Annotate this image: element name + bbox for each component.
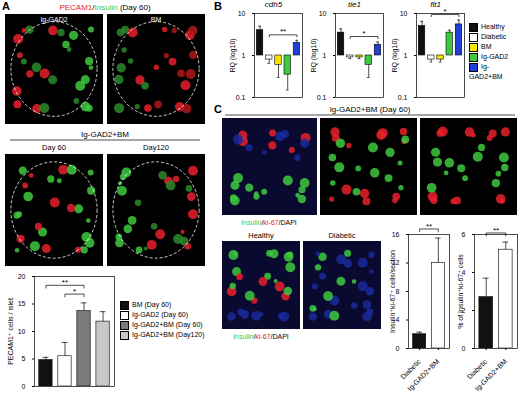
svg-text:C: C	[214, 103, 222, 115]
svg-text:10: 10	[319, 10, 327, 17]
svg-text:Ig-GAD2+BM: Ig-GAD2+BM	[81, 130, 129, 139]
html-text:BM: BM	[481, 43, 492, 50]
svg-text:**: **	[426, 222, 432, 231]
svg-text:*: *	[73, 287, 76, 296]
svg-text:10: 10	[18, 328, 26, 335]
html-text:Ig-GAD2 (Day 60): Ig-GAD2 (Day 60)	[132, 311, 188, 318]
svg-text:Diabetic: Diabetic	[399, 357, 422, 381]
svg-text:**: **	[493, 226, 499, 235]
svg-text:1: 1	[323, 52, 327, 59]
svg-text:6: 6	[462, 231, 466, 238]
html-text:Ig-GAD2: Ig-GAD2	[481, 53, 509, 60]
svg-text:Diabetic: Diabetic	[328, 231, 355, 240]
html-text:tie1: tie1	[348, 0, 361, 9]
svg-text:Ig-GAD2+BM: Ig-GAD2+BM	[406, 358, 441, 393]
svg-text:Healthy: Healthy	[248, 231, 274, 240]
svg-text:**: **	[62, 278, 68, 287]
svg-text:4: 4	[395, 316, 400, 324]
svg-text:BM: BM	[151, 16, 162, 23]
svg-text:*: *	[363, 29, 366, 38]
svg-text:Ig-GAD2+BM (Day 60): Ig-GAD2+BM (Day 60)	[330, 105, 411, 114]
svg-text:0: 0	[462, 345, 466, 352]
svg-text:Day120: Day120	[143, 143, 169, 152]
svg-text:PECAM1/Insulin (Day 60): PECAM1/Insulin (Day 60)	[59, 3, 151, 12]
svg-text:RQ (log10): RQ (log10)	[391, 38, 399, 72]
html-text:Ig-GAD2+BM: Ig-GAD2+BM	[469, 63, 503, 80]
svg-text:Ig-GAD2+BM: Ig-GAD2+BM	[474, 358, 509, 393]
svg-text:B: B	[214, 0, 222, 12]
html-text:BM (Day 60): BM (Day 60)	[132, 301, 172, 308]
svg-text:A: A	[2, 0, 10, 12]
svg-text:1: 1	[242, 52, 246, 59]
svg-text:Day 60: Day 60	[42, 143, 66, 152]
html-text:cdh5: cdh5	[264, 0, 283, 9]
svg-text:Insulin⁺ki-67⁺ cells/section: Insulin⁺ki-67⁺ cells/section	[389, 250, 396, 333]
svg-text:RQ (log10): RQ (log10)	[229, 38, 237, 72]
svg-text:% of Insulin⁺ki-67⁺ cells: % of Insulin⁺ki-67⁺ cells	[457, 254, 464, 329]
html-text:Healthy: Healthy	[481, 23, 505, 30]
html-text:Ig-GAD2+BM (Day 60): Ig-GAD2+BM (Day 60)	[132, 321, 203, 328]
svg-text:RQ (log10): RQ (log10)	[310, 38, 318, 72]
svg-text:0.1: 0.1	[317, 94, 327, 101]
svg-text:PECAM1⁺ cells / islet: PECAM1⁺ cells / islet	[7, 298, 14, 365]
svg-text:0.1: 0.1	[398, 94, 408, 101]
svg-text:Insulin/ki-67/DAPI: Insulin/ki-67/DAPI	[233, 333, 289, 340]
svg-text:8: 8	[395, 287, 400, 295]
svg-text:1: 1	[404, 52, 408, 59]
svg-text:*: *	[444, 7, 447, 16]
svg-text:16: 16	[392, 231, 400, 238]
html-text:Ig-GAD2+BM (Day120): Ig-GAD2+BM (Day120)	[132, 331, 205, 338]
svg-text:5: 5	[22, 355, 26, 362]
svg-text:10: 10	[238, 10, 246, 17]
svg-text:Diabetic: Diabetic	[465, 357, 489, 381]
svg-text:15: 15	[18, 300, 26, 307]
svg-text:Insulin/ki-67/DAPI: Insulin/ki-67/DAPI	[241, 219, 297, 226]
svg-text:0.1: 0.1	[236, 94, 246, 101]
svg-text:10: 10	[400, 10, 408, 17]
svg-text:**: **	[280, 27, 286, 36]
svg-text:Ig-GAD2: Ig-GAD2	[40, 16, 67, 24]
html-text:Diabetic: Diabetic	[481, 33, 507, 40]
svg-text:20: 20	[18, 273, 26, 280]
svg-text:0: 0	[396, 345, 400, 352]
html-text:flt1: flt1	[430, 0, 441, 9]
svg-text:0: 0	[22, 383, 26, 390]
